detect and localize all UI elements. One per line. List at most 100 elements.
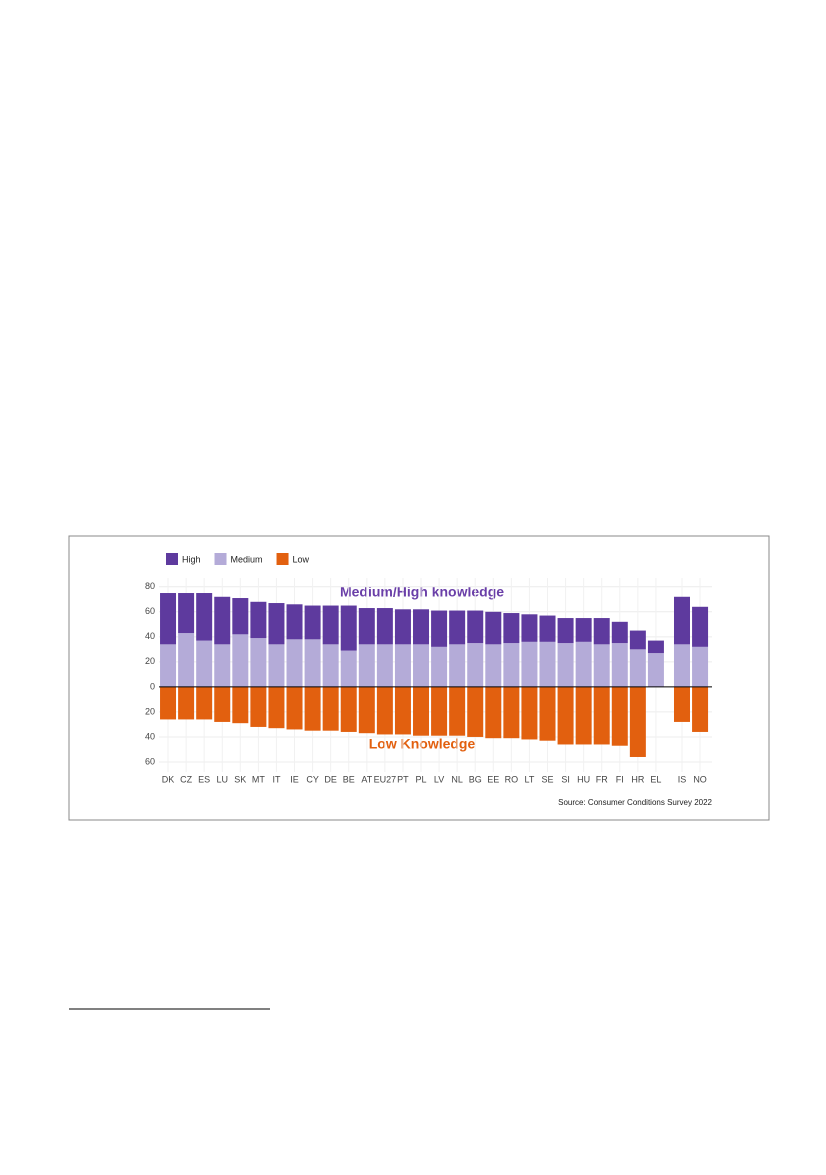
x-tick-label: IT	[272, 774, 281, 784]
bar	[593, 618, 610, 645]
x-tick-label: CZ	[180, 774, 192, 784]
bar	[485, 644, 502, 687]
bar	[304, 686, 321, 731]
bar	[286, 604, 303, 640]
bar	[557, 618, 574, 644]
bar	[358, 644, 375, 687]
bar	[160, 644, 177, 687]
bar	[178, 686, 195, 720]
bar	[539, 641, 556, 687]
bar	[467, 610, 484, 644]
bar	[521, 641, 538, 687]
bar	[673, 596, 690, 645]
bar	[692, 606, 709, 647]
x-tick-label: HR	[631, 774, 644, 784]
y-tick-label: 20	[145, 706, 155, 716]
y-tick-label: 80	[145, 581, 155, 591]
bar	[431, 610, 448, 647]
bar	[575, 641, 592, 687]
bar	[431, 686, 448, 736]
bar	[413, 686, 430, 736]
x-tick-label: BE	[343, 774, 355, 784]
x-tick-label: EU27	[374, 774, 397, 784]
x-tick-label: LT	[525, 774, 535, 784]
bar	[431, 646, 448, 687]
x-tick-label: NO	[693, 774, 707, 784]
bar	[250, 601, 267, 639]
bar	[322, 605, 339, 645]
x-tick-label: SI	[561, 774, 570, 784]
bar	[593, 644, 610, 687]
bar	[485, 611, 502, 645]
bar	[178, 593, 195, 634]
bar	[611, 686, 628, 746]
bar	[196, 640, 213, 687]
bar	[647, 653, 664, 687]
annotation-high: Medium/High knowledge	[340, 584, 504, 600]
bar	[358, 686, 375, 734]
bar	[160, 686, 177, 720]
bar	[394, 644, 411, 687]
bar	[539, 686, 556, 741]
legend-label: High	[182, 554, 201, 564]
bar	[286, 686, 303, 730]
x-tick-label: HU	[577, 774, 590, 784]
bar	[394, 686, 411, 735]
x-tick-label: SE	[541, 774, 553, 784]
bar	[413, 644, 430, 687]
bar	[692, 686, 709, 732]
x-tick-label: RO	[505, 774, 519, 784]
bar	[376, 686, 393, 735]
legend-label: Low	[293, 554, 310, 564]
bar	[647, 640, 664, 654]
bar	[485, 686, 502, 739]
bar	[214, 644, 231, 687]
x-tick-label: FR	[596, 774, 608, 784]
annotation-low: Low Knowledge	[369, 736, 476, 752]
bar	[232, 598, 249, 635]
bar	[503, 613, 520, 644]
y-tick-label: 60	[145, 606, 155, 616]
legend-swatch	[276, 553, 289, 565]
bar	[322, 686, 339, 731]
bar	[593, 686, 610, 745]
bar	[557, 643, 574, 687]
x-tick-label: AT	[361, 774, 372, 784]
y-tick-label: 60	[145, 756, 155, 766]
bar	[539, 615, 556, 642]
y-tick-label: 40	[145, 731, 155, 741]
bar	[557, 686, 574, 745]
bar	[358, 608, 375, 645]
bar	[575, 618, 592, 642]
bar	[521, 614, 538, 642]
bar	[196, 686, 213, 720]
x-tick-label: IE	[290, 774, 299, 784]
x-tick-label: LV	[434, 774, 444, 784]
bar	[503, 643, 520, 687]
bar	[322, 644, 339, 687]
bar	[413, 609, 430, 645]
bar	[611, 621, 628, 644]
x-tick-label: DK	[162, 774, 175, 784]
bar	[394, 609, 411, 645]
bar	[503, 686, 520, 739]
bar	[232, 634, 249, 687]
x-tick-label: EE	[487, 774, 499, 784]
x-tick-label: CY	[306, 774, 319, 784]
bar	[449, 610, 466, 645]
bar	[304, 639, 321, 687]
bar	[449, 686, 466, 736]
bar	[214, 596, 231, 645]
bar	[268, 603, 285, 645]
bar	[160, 593, 177, 645]
x-tick-label: NL	[451, 774, 463, 784]
legend-swatch	[214, 553, 227, 565]
bar	[250, 638, 267, 687]
x-tick-label: EL	[650, 774, 661, 784]
bar	[521, 686, 538, 740]
y-tick-label: 0	[150, 681, 155, 691]
x-tick-label: LU	[216, 774, 228, 784]
bar	[673, 686, 690, 722]
bar	[268, 686, 285, 729]
